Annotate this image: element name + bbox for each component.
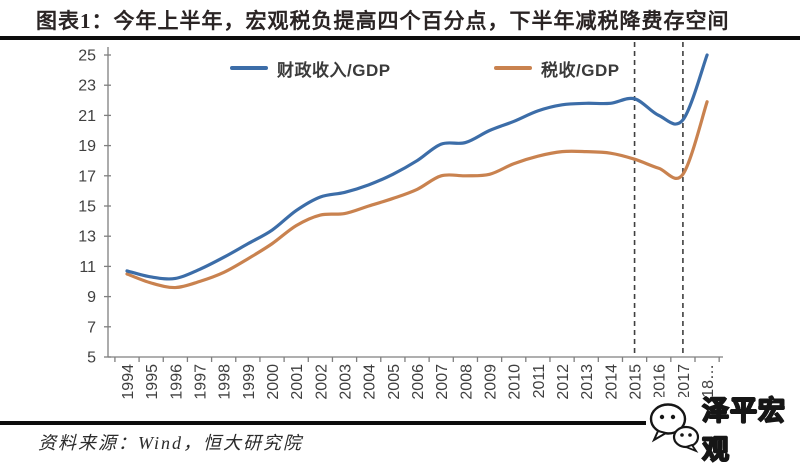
svg-text:2012: 2012 bbox=[555, 364, 572, 400]
svg-text:2008: 2008 bbox=[458, 364, 475, 400]
svg-text:2001: 2001 bbox=[289, 364, 306, 400]
svg-text:2013: 2013 bbox=[579, 364, 596, 400]
svg-text:9: 9 bbox=[87, 289, 96, 306]
svg-text:1998: 1998 bbox=[217, 364, 234, 400]
bottom-rule bbox=[0, 421, 800, 425]
svg-text:2000: 2000 bbox=[265, 364, 282, 400]
svg-text:1997: 1997 bbox=[193, 364, 210, 400]
legend-label-tax: 税收/GDP bbox=[541, 60, 620, 80]
svg-text:21: 21 bbox=[78, 108, 96, 125]
brand-watermark: 泽平宏观 bbox=[646, 395, 800, 466]
svg-text:1995: 1995 bbox=[144, 364, 161, 400]
svg-text:2017: 2017 bbox=[676, 364, 693, 400]
legend-line-swatch-fiscal bbox=[230, 66, 268, 70]
source-note: 资料来源：Wind，恒大研究院 bbox=[38, 433, 304, 453]
svg-text:2002: 2002 bbox=[313, 364, 330, 400]
legend-item-tax-revenue: 税收/GDP bbox=[494, 59, 620, 80]
legend-label-fiscal: 财政收入/GDP bbox=[277, 60, 391, 80]
svg-text:19: 19 bbox=[78, 138, 96, 155]
brand-name: 泽平宏观 bbox=[701, 395, 786, 465]
svg-text:1996: 1996 bbox=[168, 364, 185, 400]
svg-text:2015: 2015 bbox=[628, 364, 645, 400]
legend-line-swatch-tax bbox=[494, 66, 532, 70]
svg-text:1994: 1994 bbox=[120, 364, 137, 400]
tax-burden-chart: 5 7 9 11 13 15 17 19 21 23 25 1994 1995 1996 1997 1998 1… bbox=[0, 40, 800, 418]
svg-text:5: 5 bbox=[87, 350, 96, 367]
svg-text:2010: 2010 bbox=[507, 364, 524, 400]
svg-text:2011: 2011 bbox=[531, 364, 548, 399]
svg-text:2009: 2009 bbox=[483, 364, 500, 400]
legend-item-fiscal-revenue: 财政收入/GDP bbox=[230, 59, 391, 80]
chart-title: 图表1：今年上半年，宏观税负提高四个百分点，下半年减税降费存空间 bbox=[36, 9, 730, 33]
svg-text:11: 11 bbox=[79, 259, 96, 276]
chart-svg: 5 7 9 11 13 15 17 19 21 23 25 1994 1995 1996 1997 1998 1… bbox=[78, 42, 723, 416]
svg-text:2005: 2005 bbox=[386, 364, 403, 400]
svg-text:2016: 2016 bbox=[652, 364, 669, 400]
svg-text:15: 15 bbox=[78, 199, 96, 216]
title-rule bbox=[0, 36, 800, 40]
svg-text:7: 7 bbox=[87, 319, 96, 336]
svg-text:17: 17 bbox=[78, 168, 96, 185]
svg-text:2007: 2007 bbox=[434, 364, 451, 400]
svg-text:23: 23 bbox=[78, 78, 96, 95]
wechat-bubbles-icon bbox=[646, 399, 702, 458]
svg-text:25: 25 bbox=[78, 48, 96, 65]
svg-text:2004: 2004 bbox=[362, 364, 379, 400]
svg-text:2014: 2014 bbox=[603, 364, 620, 400]
svg-text:2003: 2003 bbox=[338, 364, 355, 400]
svg-text:1999: 1999 bbox=[241, 364, 258, 400]
svg-text:13: 13 bbox=[78, 229, 96, 246]
svg-text:2006: 2006 bbox=[410, 364, 427, 400]
